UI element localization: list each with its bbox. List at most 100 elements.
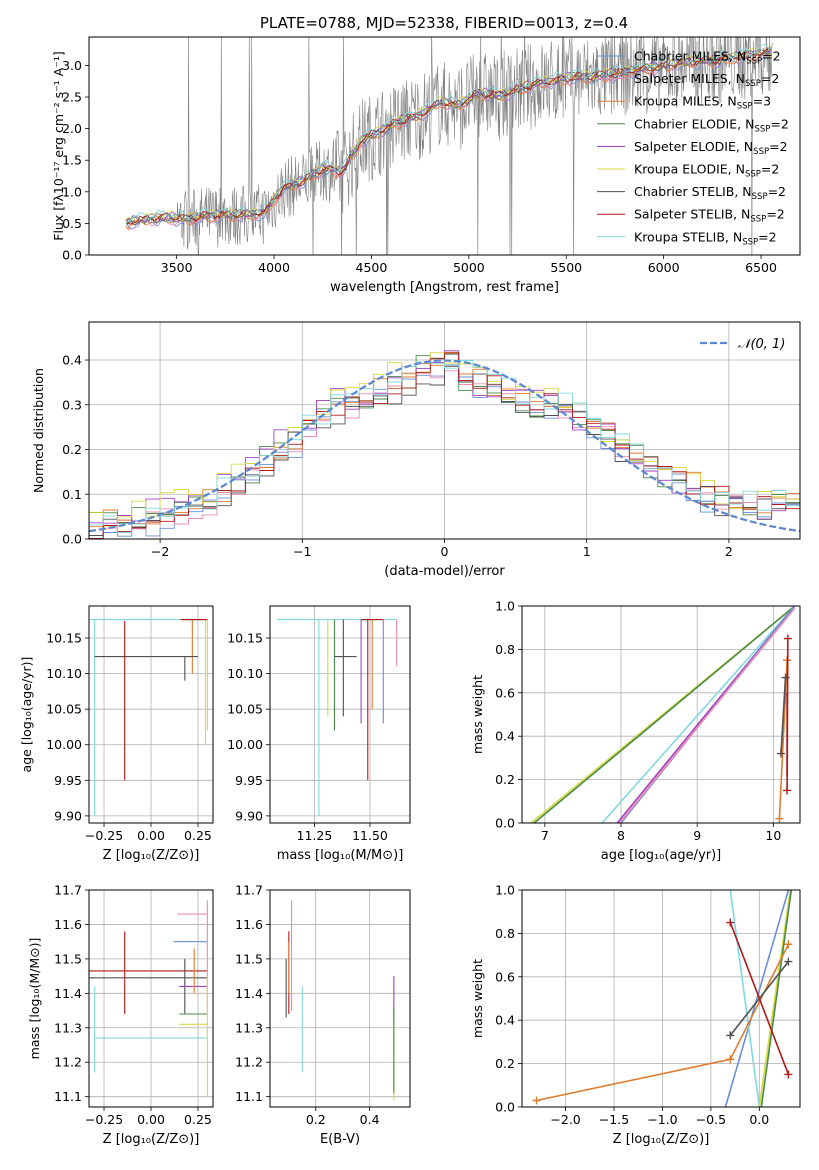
legend-subscript: SSP <box>742 237 758 247</box>
tick-label-y: 0.1 <box>62 487 82 502</box>
y-axis-label: age [log₁₀(age/yr)] <box>19 657 34 773</box>
tick-label-x: 4000 <box>258 260 290 275</box>
model-line-salpeter_stelib <box>125 47 772 225</box>
histogram-step-chabrier_stelib <box>89 365 800 536</box>
panel-weight_vs_Z: −2.0 −1.5 −1.0 −0.5 0.0 0.0 0.2 0.4 0.6 0.8 1.0 Z [… <box>470 883 801 1147</box>
panel-age_vs_mass: 11.25 11.50 9.90 9.95 10.00 10.05 10.10 10.15 ma… <box>227 605 411 863</box>
tick-label-y: 0.4 <box>62 353 82 368</box>
tick-label-y: 1.0 <box>495 883 515 898</box>
tick-label-y: 11.1 <box>54 1089 82 1104</box>
figure-title: PLATE=0788, MJD=52338, FIBERID=0013, z=0… <box>260 14 628 32</box>
axes-frame <box>521 889 801 1108</box>
legend-entry-salpeter_stelib: Salpeter STELIB, NSSP=2 <box>634 207 785 225</box>
legend-subscript: SSP <box>745 79 761 89</box>
plot-area <box>89 322 800 539</box>
legend-text: Salpeter ELODIE, N <box>634 139 753 154</box>
panel-age_vs_Z: −0.25 0.00 0.25 9.90 9.95 10.00 10.05 10.10 10.1… <box>19 605 214 863</box>
legend-entry-salpeter_miles: Salpeter MILES, NSSP=2 <box>634 71 779 89</box>
legend-entry-chabrier_elodie: Chabrier ELODIE, NSSP=2 <box>634 116 789 134</box>
tick-label-x: −1.5 <box>599 1112 629 1127</box>
weight-line-kroupa_stelib <box>601 606 796 823</box>
tick-label-y: 11.6 <box>235 917 263 932</box>
legend-subscript: SSP <box>737 102 753 112</box>
weight-line-chabrier_miles <box>724 890 790 1107</box>
tick-label-y: 10.05 <box>46 702 82 717</box>
weight-marker-chabrier_stelib <box>726 1031 735 1040</box>
legend-value: =2 <box>761 71 779 86</box>
legend-value: =2 <box>758 229 776 244</box>
tick-label-y: 11.4 <box>235 986 263 1001</box>
plot-area <box>89 890 213 1107</box>
axes-frame <box>269 889 411 1108</box>
legend-text: Kroupa ELODIE, N <box>634 162 745 177</box>
tick-label-y: 10.10 <box>46 666 82 681</box>
legend-subscript: SSP <box>750 215 766 225</box>
tick-label-y: 3.0 <box>62 58 82 73</box>
legend-text: Chabrier ELODIE, N <box>634 116 754 131</box>
legend-value: =2 <box>768 184 786 199</box>
weight-line-kroupa_stelib <box>729 890 761 1107</box>
weight-line-chabrier_elodie <box>533 606 796 823</box>
axes-frame <box>88 321 801 540</box>
plot-area <box>89 606 213 823</box>
panels: 3500 4000 4500 5000 5500 6000 6500 0.0 0.5 1.0 1.5… <box>19 36 801 1147</box>
x-axis-label: Z [log₁₀(Z/Z⊙)] <box>103 1132 200 1147</box>
legend-entry-kroupa_elodie: Kroupa ELODIE, NSSP=2 <box>634 162 779 180</box>
tick-label-x: 0.2 <box>306 1112 326 1127</box>
y-axis-label: Flux [fλ10⁻¹⁷ erg cm⁻² s⁻¹ A⁻¹] <box>51 51 66 240</box>
tick-label-y: 1.0 <box>62 184 82 199</box>
tick-label-y: 11.7 <box>235 883 263 898</box>
legend-subscript: SSP <box>746 57 762 67</box>
tick-label-y: 0.0 <box>62 248 82 263</box>
weight-marker-chabrier_stelib <box>784 957 793 966</box>
tick-label-x: 11.50 <box>352 828 388 843</box>
tick-label-y: 11.7 <box>54 883 82 898</box>
tick-label-y: 9.95 <box>235 773 263 788</box>
legend-value: =2 <box>761 162 779 177</box>
model-line-chabrier_stelib <box>125 47 772 226</box>
model-line-kroupa_stelib <box>125 43 772 222</box>
tick-label-y: 0.8 <box>495 926 515 941</box>
legend-entry-chabrier_miles: Chabrier MILES, NSSP=2 <box>634 49 781 67</box>
y-axis-label: mass weight <box>470 959 485 1038</box>
legend-value: =2 <box>762 49 780 64</box>
tick-label-y: 0.3 <box>62 397 82 412</box>
legend-value: =2 <box>770 116 788 131</box>
tick-label-x: 2 <box>725 544 733 559</box>
tick-label-x: 9 <box>693 828 701 843</box>
legend-entry-kroupa_stelib: Kroupa STELIB, NSSP=2 <box>634 229 777 247</box>
tick-label-x: 0.25 <box>184 828 212 843</box>
legend-value: =2 <box>769 139 787 154</box>
tick-label-x: 4500 <box>356 260 388 275</box>
legend-text: Kroupa STELIB, N <box>634 229 742 244</box>
x-axis-label: Z [log₁₀(Z/Z⊙)] <box>103 848 200 863</box>
tick-label-y: 0.2 <box>495 772 515 787</box>
weight-marker-chabrier_stelib <box>776 749 785 758</box>
plot-area <box>270 606 410 823</box>
legend-text: Kroupa MILES, N <box>634 94 737 109</box>
tick-label-y: 0.4 <box>495 1013 515 1028</box>
tick-label-y: 11.3 <box>235 1020 263 1035</box>
tick-label-y: 10.05 <box>227 702 263 717</box>
legend-subscript: SSP <box>754 124 770 134</box>
tick-label-x: −1.0 <box>647 1112 677 1127</box>
model-line-salpeter_elodie <box>125 50 772 223</box>
tick-label-y: 10.00 <box>46 737 82 752</box>
axes-frame <box>88 605 214 824</box>
weight-line-chabrier_stelib <box>780 677 787 754</box>
tick-label-x: 11.25 <box>297 828 333 843</box>
x-axis-label: (data-model)/error <box>384 564 505 579</box>
tick-label-y: 2.0 <box>62 121 82 136</box>
tick-label-y: 9.95 <box>54 773 82 788</box>
tick-label-x: 8 <box>617 828 625 843</box>
tick-label-x: −2.0 <box>550 1112 580 1127</box>
tick-label-y: 11.5 <box>54 951 82 966</box>
weight-line-kroupa_miles <box>778 660 788 819</box>
tick-label-x: −0.5 <box>696 1112 726 1127</box>
tick-label-y: 0.5 <box>62 216 82 231</box>
normal-curve-line <box>89 359 800 533</box>
tick-label-x: 3500 <box>161 260 193 275</box>
y-axis-label: mass weight <box>470 675 485 754</box>
tick-label-y: 9.90 <box>54 808 82 823</box>
tick-label-x: 7 <box>541 828 549 843</box>
